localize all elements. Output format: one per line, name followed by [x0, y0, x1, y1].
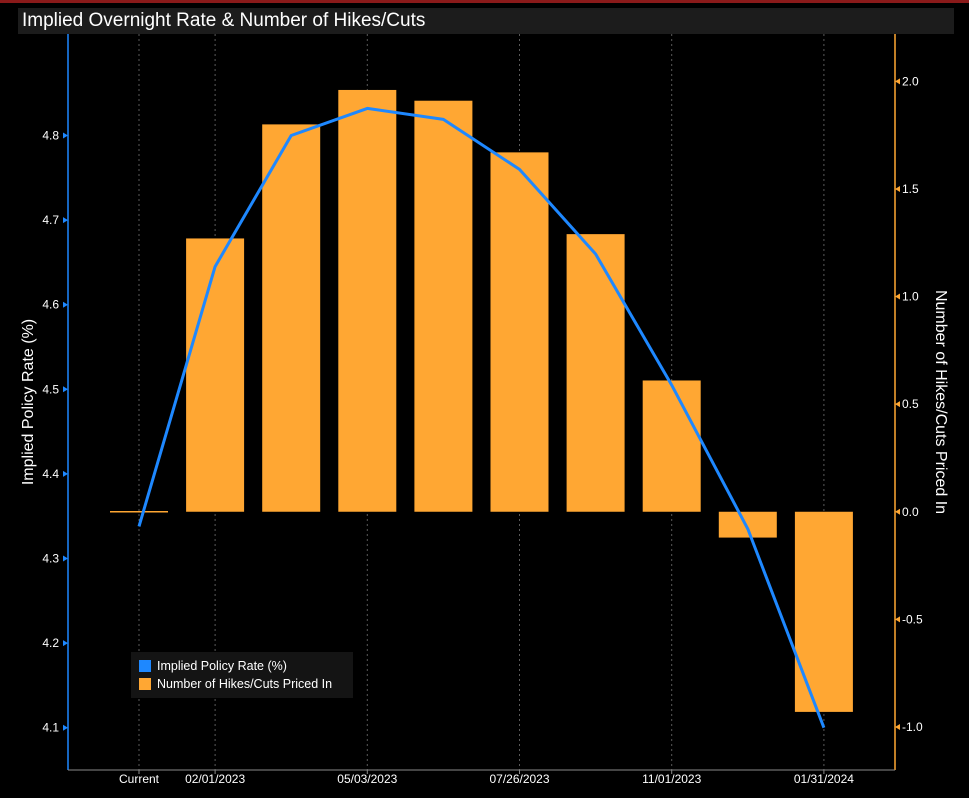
left-tick-label: 4.3 — [42, 552, 59, 566]
chart-title: Implied Overnight Rate & Number of Hikes… — [22, 10, 426, 31]
bar — [414, 100, 473, 512]
right-tick-label: 1.0 — [902, 290, 919, 304]
left-tick-mark — [63, 555, 68, 562]
left-tick-mark — [63, 724, 68, 731]
right-tick-mark — [895, 78, 900, 85]
left-tick-label: 4.7 — [42, 213, 59, 227]
x-tick-label: Current — [119, 772, 160, 786]
x-tick-label: 07/26/2023 — [489, 772, 549, 786]
right-tick-label: -0.5 — [902, 612, 923, 626]
top-rule — [0, 0, 969, 3]
ticks: 4.1 4.2 4.3 4.4 4.5 4.6 4.7 4.8 -1.0 -0.5 0.0 0.5 1.… — [42, 74, 923, 786]
legend-label-rate: Implied Policy Rate (%) — [157, 659, 287, 673]
right-tick-mark — [895, 401, 900, 408]
legend-swatch-rate — [139, 660, 151, 672]
left-tick-mark — [63, 132, 68, 139]
left-tick-mark — [63, 640, 68, 647]
bar — [566, 234, 625, 512]
right-tick-label: -1.0 — [902, 720, 923, 734]
bar — [794, 511, 853, 712]
left-tick-mark — [63, 301, 68, 308]
legend-item-rate: Implied Policy Rate (%) — [139, 658, 287, 674]
line-series — [137, 106, 826, 729]
left-tick-label: 4.2 — [42, 636, 59, 650]
bar — [338, 89, 397, 512]
bar — [110, 511, 168, 513]
left-axis-title: Implied Policy Rate (%) — [20, 319, 37, 485]
right-tick-mark — [895, 508, 900, 515]
legend-item-hikes: Number of Hikes/Cuts Priced In — [139, 676, 332, 692]
bar — [262, 124, 321, 512]
left-tick-mark — [63, 386, 68, 393]
left-tick-label: 4.4 — [42, 467, 59, 481]
x-tick-label: 02/01/2023 — [185, 772, 245, 786]
x-tick-label: 01/31/2024 — [794, 772, 854, 786]
x-tick-label: 11/01/2023 — [642, 772, 701, 786]
right-tick-label: 2.0 — [902, 74, 919, 88]
left-tick-label: 4.8 — [42, 129, 59, 143]
left-tick-mark — [63, 217, 68, 224]
left-tick-label: 4.5 — [42, 382, 59, 396]
bar — [642, 380, 701, 512]
left-tick-mark — [63, 470, 68, 477]
left-tick-label: 4.1 — [42, 721, 59, 735]
x-tick-label: 05/03/2023 — [337, 772, 397, 786]
legend: Implied Policy Rate (%) Number of Hikes/… — [131, 652, 353, 698]
right-tick-mark — [895, 723, 900, 730]
right-tick-label: 1.5 — [902, 182, 919, 196]
legend-label-hikes: Number of Hikes/Cuts Priced In — [157, 677, 333, 691]
right-tick-mark — [895, 293, 900, 300]
right-tick-label: 0.0 — [902, 505, 919, 519]
axes — [67, 34, 896, 771]
right-tick-mark — [895, 185, 900, 192]
legend-swatch-hikes — [139, 678, 151, 690]
bar-series — [110, 89, 853, 712]
bar — [490, 152, 549, 512]
title-bar: Implied Overnight Rate & Number of Hikes… — [18, 8, 954, 34]
bar — [718, 511, 777, 538]
rate-line — [137, 106, 826, 729]
right-tick-label: 0.5 — [902, 397, 919, 411]
right-axis-title: Number of Hikes/Cuts Priced In — [932, 290, 949, 514]
bar — [186, 238, 245, 512]
left-tick-label: 4.6 — [42, 298, 59, 312]
right-tick-mark — [895, 616, 900, 623]
